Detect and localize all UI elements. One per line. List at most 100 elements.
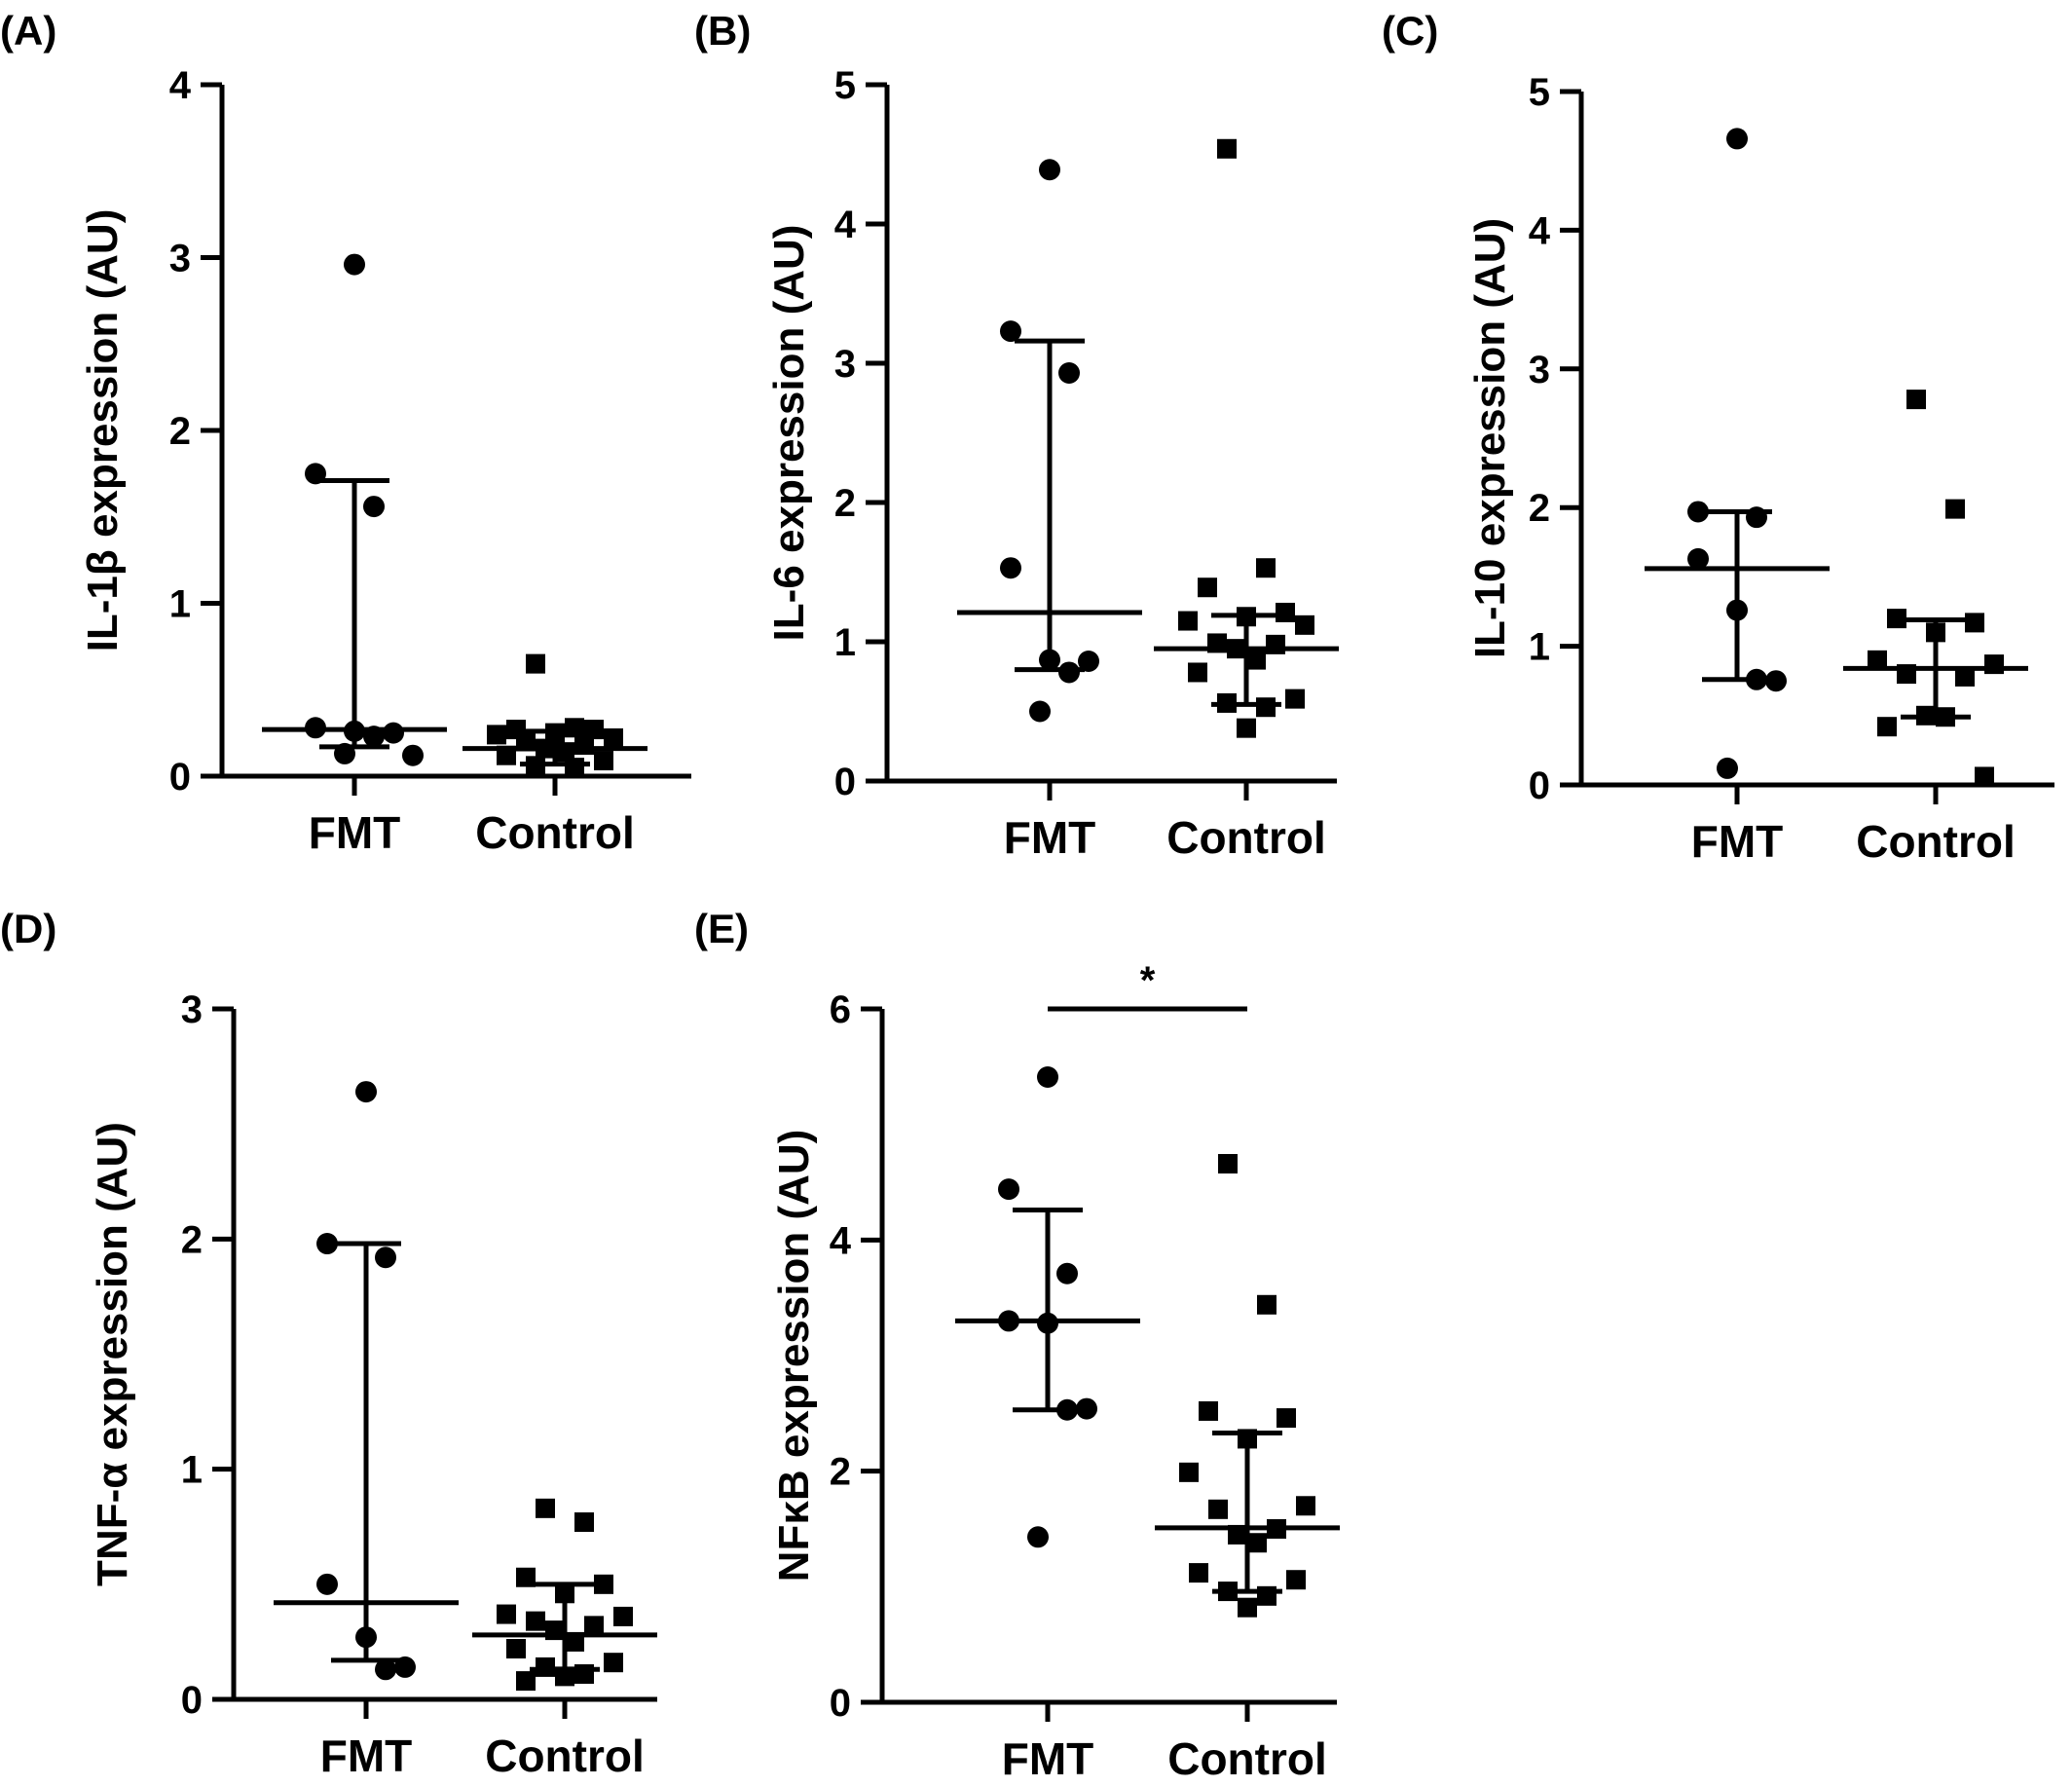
data-point-control — [1965, 613, 1984, 633]
significance-label: * — [1140, 959, 1156, 1002]
y-tick-label: 4 — [830, 1219, 852, 1262]
data-point-fmt — [316, 1573, 338, 1595]
y-tick-label: 6 — [830, 988, 851, 1031]
data-point-control — [526, 653, 545, 674]
y-tick-label: 3 — [181, 988, 203, 1031]
chart-panel-4: (D) 0 1 2 3 TNF-α expression (AU) FMT Control — [0, 906, 657, 1781]
y-tick-label: 4 — [169, 64, 192, 107]
x-category-label: Control — [475, 807, 635, 858]
y-tick-label: 2 — [181, 1218, 203, 1261]
data-point-control — [1286, 1570, 1306, 1590]
data-point-fmt — [383, 722, 404, 744]
x-category-label: FMT — [1004, 812, 1096, 863]
data-point-control — [584, 1616, 604, 1636]
chart-panel-1: (A) 0 1 2 3 4 IL-1β expression (AU) FMT Control — [0, 8, 691, 858]
y-tick-label: 2 — [1529, 487, 1550, 530]
data-point-control — [594, 1574, 613, 1594]
y-tick-label: 0 — [181, 1679, 203, 1722]
data-point-control — [1178, 611, 1198, 631]
data-point-control — [536, 1498, 555, 1518]
data-point-control — [1975, 766, 1994, 787]
data-point-fmt — [1058, 661, 1080, 684]
data-point-control — [1218, 1154, 1238, 1174]
y-tick-label: 2 — [834, 482, 856, 525]
y-tick-label: 3 — [1529, 349, 1550, 391]
data-point-control — [497, 1604, 516, 1624]
data-point-fmt — [363, 496, 385, 518]
panel-label: (B) — [694, 8, 751, 54]
data-point-control — [1247, 1533, 1267, 1553]
data-point-control — [604, 727, 623, 748]
chart-panel-2: (B) 0 1 2 3 4 5 IL-6 expression (AU) FMT Control — [694, 8, 1339, 863]
data-point-fmt — [1058, 362, 1080, 385]
panel-label: (E) — [694, 906, 749, 951]
data-point-control — [574, 735, 594, 756]
y-tick-label: 2 — [169, 410, 191, 453]
y-tick-label: 4 — [1529, 209, 1551, 252]
data-point-control — [1295, 614, 1314, 635]
data-point-fmt — [316, 1233, 338, 1255]
data-point-fmt — [1037, 1066, 1058, 1089]
y-tick-label: 5 — [834, 64, 856, 107]
data-point-fmt — [1000, 320, 1021, 343]
data-point-fmt — [1765, 670, 1787, 692]
y-tick-label: 1 — [169, 583, 191, 626]
panel-label: (C) — [1382, 8, 1438, 54]
x-category-label: FMT — [1002, 1733, 1094, 1784]
data-point-control — [1189, 1563, 1208, 1583]
data-point-control — [604, 1653, 623, 1673]
y-axis-title: IL-1β expression (AU) — [79, 209, 127, 652]
data-point-fmt — [1056, 1262, 1078, 1284]
data-point-control — [1246, 650, 1266, 670]
panel-label: (A) — [0, 8, 56, 54]
chart-panel-5: (E) 0 2 4 6 NFκB expression (AU) FMT Control * — [694, 906, 1340, 1784]
data-point-fmt — [1078, 651, 1099, 673]
data-point-fmt — [375, 1247, 396, 1269]
data-point-control — [594, 751, 613, 771]
y-axis-title: NFκB expression (AU) — [770, 1130, 818, 1582]
data-point-control — [1199, 1400, 1218, 1421]
data-point-control — [526, 1611, 545, 1631]
data-point-control — [1188, 662, 1207, 683]
y-tick-label: 3 — [169, 238, 191, 280]
data-point-control — [1208, 1499, 1228, 1519]
data-point-control — [1237, 718, 1256, 738]
data-point-control — [1257, 1294, 1276, 1315]
y-tick-label: 5 — [1529, 71, 1550, 114]
data-point-control — [584, 720, 604, 740]
y-tick-label: 2 — [830, 1451, 851, 1494]
data-point-control — [1238, 1597, 1257, 1618]
data-point-fmt — [1039, 159, 1060, 181]
x-category-label: Control — [1166, 812, 1326, 863]
data-point-control — [1887, 609, 1906, 629]
x-category-label: FMT — [309, 807, 401, 858]
y-tick-label: 0 — [169, 756, 191, 799]
data-point-fmt — [402, 744, 424, 766]
data-point-fmt — [375, 1658, 396, 1681]
data-point-control — [1906, 390, 1926, 410]
x-category-label: FMT — [320, 1731, 413, 1781]
data-point-fmt — [344, 253, 365, 276]
data-point-control — [487, 725, 506, 745]
data-point-fmt — [1687, 501, 1709, 523]
data-point-control — [1955, 666, 1975, 687]
data-point-control — [1877, 717, 1897, 737]
data-point-fmt — [1027, 1526, 1049, 1548]
data-point-control — [613, 1606, 633, 1626]
data-point-fmt — [1726, 128, 1748, 150]
data-point-control — [1256, 697, 1276, 718]
x-category-label: Control — [485, 1731, 645, 1781]
data-point-control — [1276, 1408, 1296, 1429]
data-point-control — [1179, 1462, 1199, 1482]
data-point-fmt — [998, 1178, 1019, 1201]
data-point-control — [574, 1512, 594, 1533]
data-point-fmt — [1029, 700, 1051, 723]
data-point-control — [565, 718, 584, 738]
data-point-control — [1296, 1496, 1315, 1516]
data-point-control — [506, 1639, 526, 1659]
y-tick-label: 0 — [830, 1682, 851, 1725]
data-point-fmt — [1687, 547, 1709, 570]
x-category-label: Control — [1167, 1733, 1327, 1784]
y-tick-label: 1 — [1529, 626, 1550, 669]
